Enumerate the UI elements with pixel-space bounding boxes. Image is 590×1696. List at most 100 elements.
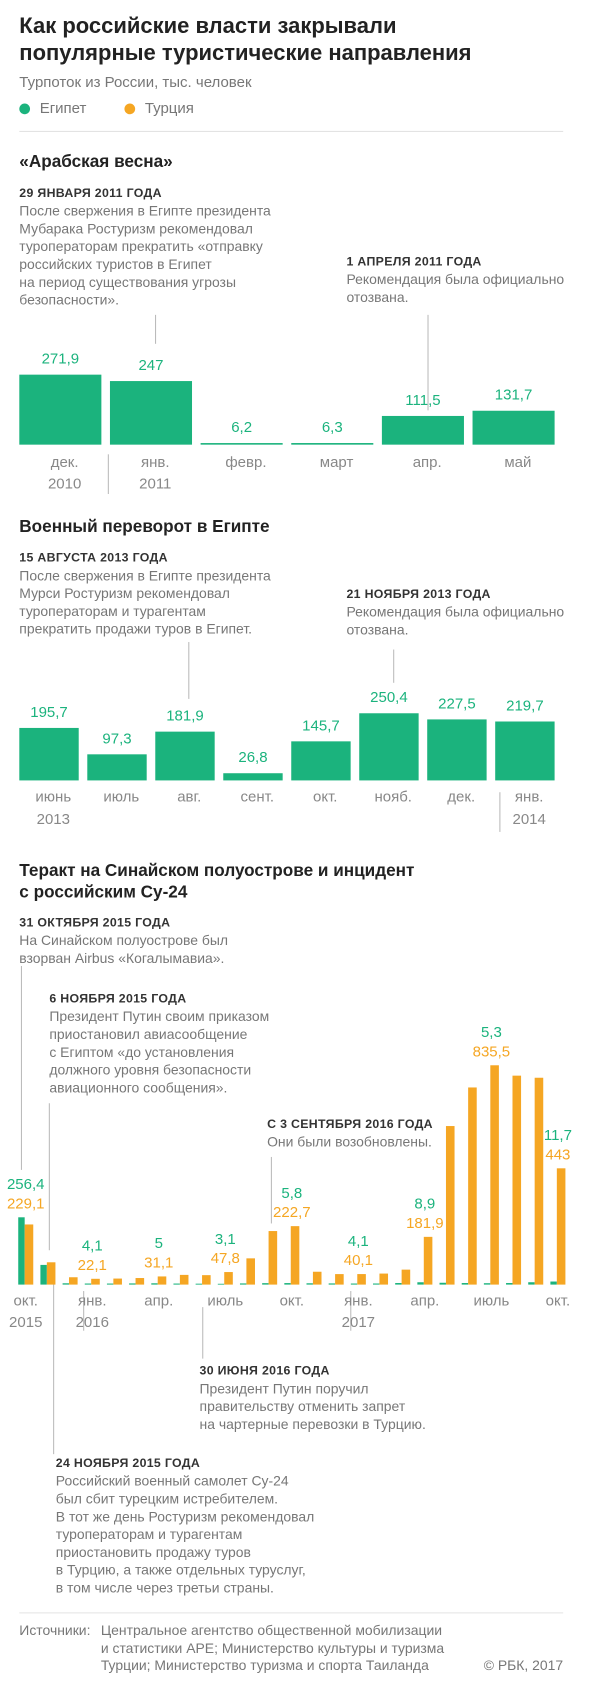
annotation-date: 15 АВГУСТА 2013 ГОДА (19, 551, 168, 565)
copyright: © РБК, 2017 (484, 1657, 564, 1673)
annotation-text: Мурси Ростуризм рекомендовал (19, 585, 230, 601)
x-tick-label: апр. (144, 1293, 173, 1310)
bar (328, 1283, 336, 1285)
section-title: Теракт на Синайском полуострове и инциде… (19, 860, 414, 880)
value-label: 97,3 (102, 730, 131, 747)
source-label: Источники: (19, 1622, 90, 1638)
value-label: 256,4 (7, 1176, 45, 1193)
value-label: 145,7 (302, 717, 340, 734)
annotation-text: Они были возобновлены. (267, 1134, 432, 1150)
section-title: с российским Су-24 (19, 882, 188, 902)
bar (18, 1217, 25, 1285)
bar (91, 1278, 100, 1285)
annotation-date: 29 ЯНВАРЯ 2011 ГОДА (19, 186, 162, 200)
bar (202, 1275, 211, 1285)
value-label: 4,1 (348, 1233, 369, 1250)
bar (312, 1271, 322, 1285)
annotation-text: авиационного сообщения». (49, 1079, 227, 1095)
value-label: 40,1 (344, 1252, 373, 1269)
x-tick-label: май (504, 454, 531, 471)
value-label: 195,7 (30, 704, 68, 721)
bar (135, 1278, 145, 1285)
source: Центральное агентство общественной мобил… (101, 1622, 442, 1638)
x-tick-label: сент. (241, 789, 275, 806)
x-tick-label: окт. (14, 1293, 38, 1310)
annotation-text: взорван Airbus «Когалымавиа». (19, 950, 224, 966)
bar (512, 1075, 522, 1285)
bar (472, 410, 555, 445)
x-tick-label: июль (207, 1293, 243, 1310)
bar (290, 1226, 300, 1285)
value-label: 5,3 (481, 1024, 502, 1041)
bar (24, 1224, 34, 1285)
bar (69, 1277, 78, 1285)
value-label: 271,9 (42, 351, 80, 368)
annotation-text: в том числе через третьи страны. (56, 1580, 274, 1596)
bar (490, 1065, 499, 1285)
bar (151, 1283, 158, 1285)
value-label: 22,1 (78, 1257, 107, 1274)
source: Турции; Министерство туризма и спорта Та… (101, 1657, 429, 1673)
annotation-text: был сбит турецким истребителем. (56, 1490, 278, 1506)
annotation-text: должного уровня безопасности (49, 1062, 251, 1078)
bar (359, 713, 419, 781)
annotation-date: 31 ОКТЯБРЯ 2015 ГОДА (19, 915, 170, 929)
bar (246, 1258, 255, 1285)
bar (291, 741, 351, 781)
value-label: 3,1 (215, 1231, 236, 1248)
year-label: 2015 (9, 1314, 42, 1331)
x-tick-label: янв. (141, 454, 170, 471)
x-tick-label: янв. (78, 1293, 107, 1310)
annotation-text: российских туристов в Египет (19, 256, 212, 272)
year-label: 2014 (513, 811, 546, 828)
annotation-text: отозвана. (346, 289, 408, 305)
bar (468, 1087, 477, 1285)
year-label: 2016 (76, 1314, 109, 1331)
annotation-date: 24 НОЯБРЯ 2015 ГОДА (56, 1456, 200, 1470)
annotation-text: туроператорам и турагентам (56, 1526, 243, 1542)
section-title: Военный переворот в Египте (19, 516, 269, 536)
bar (335, 1274, 344, 1285)
bar (528, 1282, 535, 1285)
legend-swatch (19, 103, 31, 115)
annotation-text: После свержения в Египте президента (19, 567, 271, 583)
bar (106, 1283, 114, 1285)
source: и статистики АРЕ; Министерство культуры … (101, 1640, 445, 1656)
value-label: 6,2 (231, 419, 252, 436)
value-label: 835,5 (473, 1043, 511, 1060)
bar (291, 443, 374, 445)
bar (195, 1283, 203, 1285)
annotation-text: Российский военный самолет Су-24 (56, 1473, 289, 1489)
value-label: 247 (138, 357, 163, 374)
x-tick-label: февр. (225, 454, 266, 471)
bar (262, 1283, 269, 1285)
bar (224, 1272, 233, 1285)
x-tick-label: янв. (515, 789, 544, 806)
annotation-text: правительству отменить запрет (200, 1398, 406, 1414)
annotation-date: 30 ИЮНЯ 2016 ГОДА (200, 1364, 330, 1378)
bar (379, 1273, 389, 1285)
annotation-text: На Синайском полуострове был (19, 932, 228, 948)
bar (550, 1281, 557, 1285)
value-label: 222,7 (273, 1204, 311, 1221)
year-label: 2013 (37, 811, 70, 828)
annotation-text: приостановил авиасообщение (49, 1026, 247, 1042)
annotation-text: Рекомендация была официально (346, 604, 564, 620)
value-label: 111,5 (405, 392, 440, 409)
annotation-text: После свержения в Египте президента (19, 203, 271, 219)
value-label: 6,3 (322, 419, 343, 436)
value-label: 5 (155, 1235, 163, 1252)
annotation-date: С 3 СЕНТЯБРЯ 2016 ГОДА (267, 1117, 433, 1131)
value-label: 227,5 (438, 695, 476, 712)
value-label: 181,9 (166, 708, 204, 725)
bar (200, 443, 283, 445)
annotation-text: туроператорам прекратить «отправку (19, 238, 263, 254)
x-tick-label: апр. (413, 454, 442, 471)
annotation-text: В тот же день Ростуризм рекомендовал (56, 1508, 314, 1524)
bar (439, 1282, 446, 1285)
year-label: 2010 (48, 475, 81, 492)
bar (87, 754, 147, 781)
annotation-text: безопасности». (19, 292, 119, 308)
value-label: 11,7 (544, 1127, 572, 1144)
